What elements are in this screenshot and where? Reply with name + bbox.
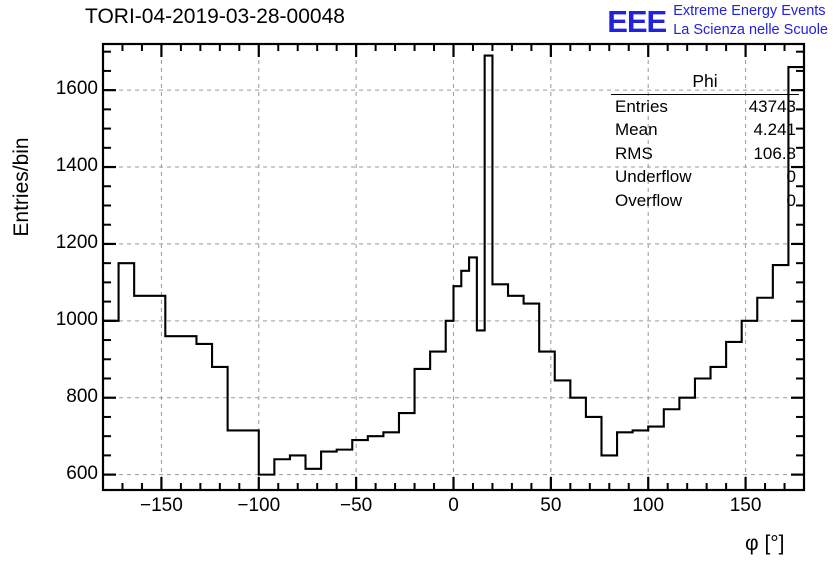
x-tick-label: −100 [237, 495, 281, 516]
stats-row-value: 4.241 [753, 120, 796, 140]
x-tick-label: −150 [140, 495, 183, 516]
x-tick-label: −50 [340, 495, 373, 516]
stats-row-value: 43743 [748, 96, 796, 116]
stats-row: Underflow 0 [611, 166, 799, 190]
y-tick-label: 600 [66, 462, 98, 484]
x-axis-title: φ [°] [745, 532, 785, 555]
stats-rows: Entries 43743 Mean 4.241 RMS 106.8 Underflow 0 O… [611, 95, 799, 213]
x-tick-label: 100 [632, 495, 665, 516]
stats-row-key: Underflow [615, 167, 692, 187]
eee-logo: EEE Extreme Energy Events La Scienza nel… [607, 2, 828, 39]
y-tick-label: 1600 [55, 78, 98, 100]
eee-logo-line2: La Scienza nelle Scuole [673, 21, 828, 38]
stats-row: Mean 4.241 [611, 119, 799, 143]
y-axis-ticks: 600 800 1000 1200 1400 1600 [28, 0, 98, 572]
stats-row-key: Overflow [615, 190, 683, 210]
stats-box: Phi Entries 43743 Mean 4.241 RMS 106.8 Underfl… [611, 71, 799, 213]
histogram-outline [103, 54, 804, 476]
y-tick-label: 1400 [55, 155, 98, 177]
stats-row-key: RMS [615, 143, 653, 163]
eee-logo-line1: Extreme Energy Events [673, 3, 826, 19]
x-tick-label: 150 [729, 495, 762, 516]
stats-row-key: Mean [615, 120, 658, 140]
x-axis-ticks: −150 −100 −50 0 50 100 150 [0, 495, 836, 525]
stats-row-value: 0 [786, 167, 796, 187]
stats-title: Phi [611, 71, 799, 95]
y-tick-label: 1200 [55, 231, 98, 253]
x-tick-label: 50 [540, 495, 562, 516]
stats-row: Overflow 0 [611, 189, 799, 213]
stats-row-value: 106.8 [753, 143, 796, 163]
stats-row: RMS 106.8 [611, 142, 799, 166]
stats-row-key: Entries [615, 96, 668, 116]
y-tick-label: 800 [66, 385, 98, 407]
x-tick-label: 0 [448, 495, 459, 516]
y-tick-label: 1000 [55, 308, 98, 330]
stats-row-value: 0 [786, 190, 796, 210]
stats-row: Entries 43743 [611, 95, 799, 119]
y-axis-title: Entries/bin [10, 137, 33, 237]
page-title: TORI-04-2019-03-28-00048 [85, 5, 345, 28]
eee-logo-text: Extreme Energy Events La Scienza nelle S… [673, 2, 828, 39]
eee-logo-mark: EEE [607, 4, 667, 40]
